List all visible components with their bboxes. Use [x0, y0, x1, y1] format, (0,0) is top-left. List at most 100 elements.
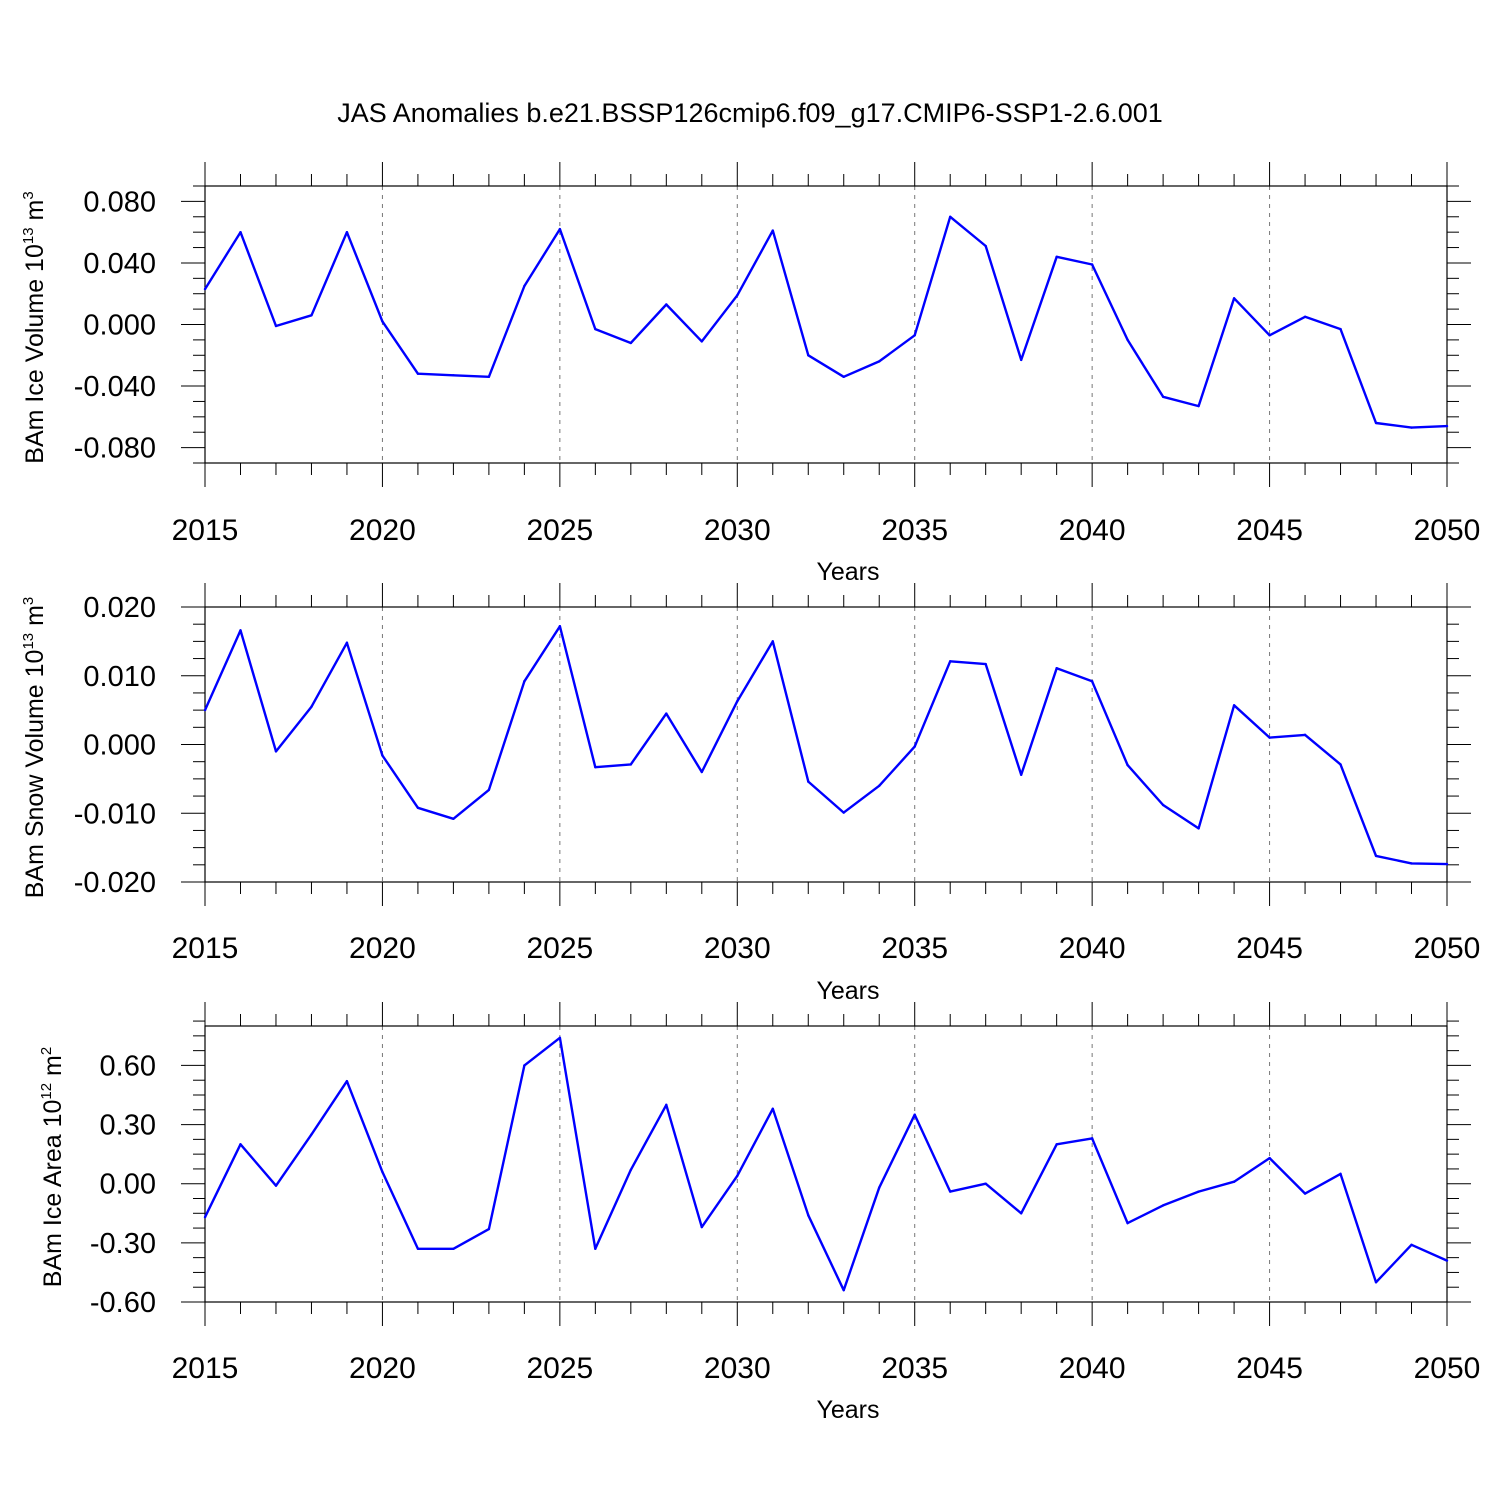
- data-point: [984, 1182, 987, 1185]
- data-point: [416, 372, 420, 375]
- data-point: [1197, 404, 1200, 408]
- y-tick-label: 0.040: [83, 248, 156, 280]
- y-tick-label: 0.010: [83, 661, 156, 693]
- data-point: [1126, 338, 1129, 342]
- plot-frame: [204, 606, 1448, 883]
- data-point: [1374, 1281, 1378, 1284]
- data-point: [736, 294, 739, 297]
- x-tick-label: 2045: [1236, 514, 1303, 547]
- data-point: [523, 680, 526, 683]
- y-tick-label: 0.080: [83, 186, 156, 218]
- data-point: [1410, 1243, 1413, 1247]
- data-point: [239, 1143, 242, 1146]
- data-point: [807, 354, 810, 357]
- data-point: [203, 287, 207, 291]
- x-tick-label: 2050: [1414, 932, 1481, 965]
- data-point: [594, 327, 597, 331]
- data-point: [1161, 395, 1165, 399]
- data-point: [345, 1080, 349, 1083]
- data-point: [558, 1036, 562, 1040]
- x-tick-label: 2030: [704, 1352, 771, 1385]
- data-point: [665, 1103, 668, 1107]
- data-point: [842, 1288, 845, 1292]
- y-tick-label: -0.080: [74, 433, 156, 465]
- data-point: [523, 284, 526, 288]
- data-point: [487, 788, 491, 792]
- data-point: [878, 360, 881, 363]
- data-point: [381, 320, 384, 323]
- x-tick-label: 2020: [349, 1352, 416, 1385]
- data-point: [949, 660, 952, 663]
- x-axis-title: Years: [816, 977, 879, 1005]
- data-point: [1445, 424, 1449, 428]
- x-tick-label: 2025: [526, 932, 593, 965]
- y-tick-label: -0.040: [74, 371, 156, 403]
- data-point: [1126, 1221, 1129, 1225]
- data-point: [1339, 1172, 1342, 1176]
- chart-title: JAS Anomalies b.e21.BSSP126cmip6.f09_g17…: [337, 98, 1163, 128]
- x-tick-label: 2050: [1414, 514, 1481, 547]
- y-tick-label: -0.010: [74, 798, 156, 830]
- data-point: [239, 230, 242, 234]
- x-tick-label: 2040: [1059, 1352, 1126, 1385]
- data-point: [1374, 854, 1378, 858]
- chart-panel-2: -0.020 -0.010 0.000 0.010 0.020 2015 2020 2025 2…: [20, 583, 1480, 1005]
- data-point: [700, 340, 703, 343]
- x-tick-label: 2040: [1059, 514, 1126, 547]
- data-point: [878, 784, 881, 787]
- data-point: [381, 1170, 384, 1174]
- x-tick-label: 2020: [349, 932, 416, 965]
- y-tick-label: 0.60: [100, 1050, 156, 1082]
- data-point: [1445, 1259, 1449, 1262]
- data-point: [1197, 827, 1200, 830]
- data-point: [558, 227, 562, 231]
- data-point: [1161, 1204, 1165, 1207]
- data-point: [807, 1214, 810, 1217]
- y-axis-title: BAm Ice Volume 1013 m3: [20, 191, 49, 463]
- data-point: [487, 375, 491, 379]
- data-point: [381, 754, 384, 757]
- data-point: [1055, 1143, 1058, 1146]
- x-tick-label: 2020: [349, 514, 416, 547]
- data-point: [1303, 315, 1307, 319]
- data-point: [913, 745, 916, 748]
- chart-panel-1: -0.080 -0.040 0.000 0.040 0.080 2015 2020 2025 2…: [20, 162, 1480, 586]
- data-point: [558, 625, 562, 628]
- data-point: [771, 229, 774, 232]
- data-point: [203, 708, 207, 712]
- x-tick-label: 2030: [704, 514, 771, 547]
- data-point: [345, 641, 349, 644]
- data-point: [594, 765, 597, 769]
- data-point: [1339, 763, 1342, 766]
- data-point: [700, 1225, 703, 1229]
- data-series-line: [203, 625, 1448, 866]
- x-tick-label: 2025: [526, 1352, 593, 1385]
- y-tick-label: -0.60: [90, 1287, 156, 1319]
- data-point: [274, 1184, 278, 1187]
- data-point: [452, 374, 455, 377]
- data-point: [1410, 862, 1413, 865]
- data-point: [1232, 1180, 1236, 1183]
- x-tick-label: 2040: [1059, 932, 1126, 965]
- data-series-line: [203, 1036, 1448, 1292]
- x-axis-title: Years: [816, 558, 879, 586]
- data-point: [452, 1247, 455, 1250]
- y-tick-label: 0.000: [83, 730, 156, 762]
- x-tick-label: 2025: [526, 514, 593, 547]
- x-tick-label: 2030: [704, 932, 771, 965]
- data-point: [878, 1186, 881, 1189]
- data-point: [771, 1107, 774, 1111]
- x-tick-label: 2045: [1236, 1352, 1303, 1385]
- x-axis-title: Years: [816, 1396, 879, 1424]
- data-point: [1410, 426, 1413, 429]
- data-point: [913, 334, 916, 337]
- data-point: [984, 244, 987, 248]
- data-point: [1303, 733, 1307, 737]
- data-series-line: [203, 215, 1448, 429]
- data-point: [416, 1247, 420, 1250]
- data-point: [1445, 862, 1449, 866]
- data-point: [310, 314, 313, 317]
- data-point: [629, 1168, 633, 1172]
- data-point: [1303, 1192, 1307, 1195]
